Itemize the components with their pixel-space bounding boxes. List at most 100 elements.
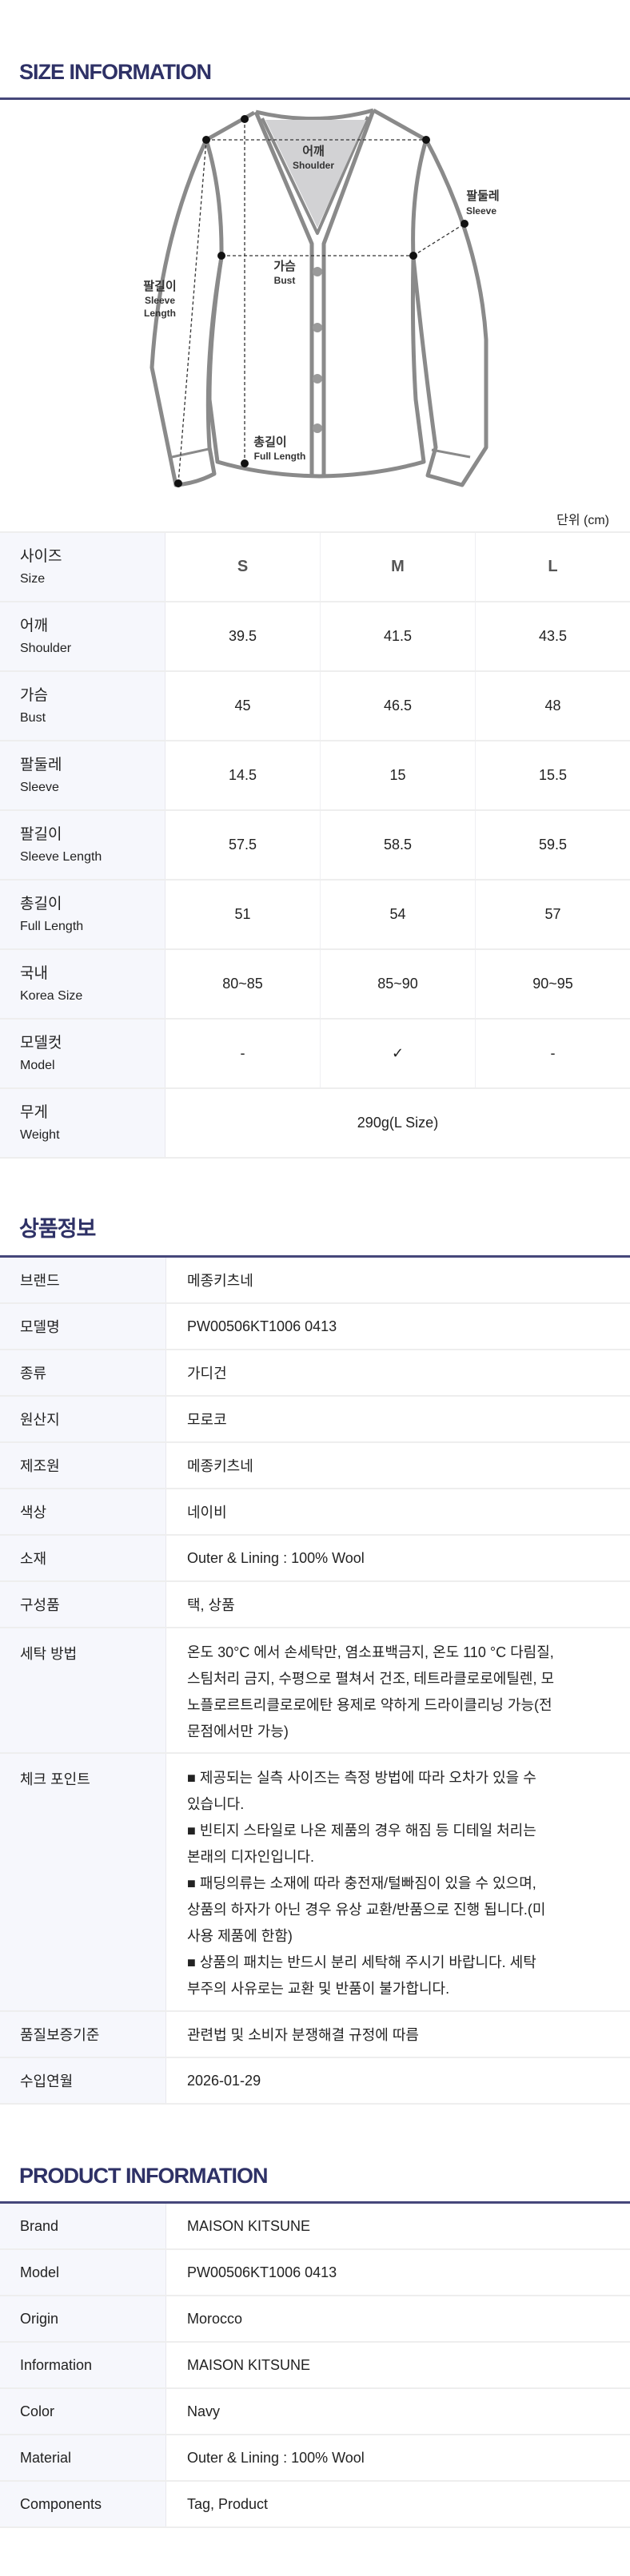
info-value: Outer & Lining : 100% Wool: [187, 2449, 365, 2466]
text-line: ■ 제공되는 실측 사이즈는 측정 방법에 따라 오차가 있을 수: [187, 1770, 536, 1786]
text-line: ■ 상품의 패치는 반드시 분리 세탁해 주시기 바랍니다. 세탁: [187, 1954, 536, 1970]
label-en: Size: [20, 571, 46, 586]
size-row-shoulder: 어깨 Shoulder 39.5 41.5 43.5: [0, 602, 630, 672]
info-row: 품질보증기준 관련법 및 소비자 분쟁해결 규정에 따름: [0, 2012, 630, 2058]
row-label: 무게 Weight: [0, 1089, 165, 1157]
info-label: 모델명: [0, 1304, 166, 1349]
size-table: 사이즈 Size S M L 어깨 Shoulder 39.5 41.5 43.5 …: [0, 531, 630, 1159]
label-ko: 팔둘레: [20, 756, 62, 773]
info-label: 품질보증기준: [0, 2012, 166, 2057]
info-row: 브랜드 메종키츠네: [0, 1258, 630, 1304]
info-label: 브랜드: [0, 1258, 166, 1302]
wash-instructions: 온도 30°C 에서 손세탁만, 염소표백금지, 온도 110 °C 다림질, …: [166, 1628, 630, 1752]
cell: 90~95: [532, 976, 573, 992]
info-label: 제조원: [0, 1443, 166, 1488]
label-shoulder-en: Shoulder: [293, 160, 334, 171]
label-sleeve-en: Sleeve: [466, 205, 496, 217]
size-section-title: SIZE INFORMATION: [19, 60, 212, 84]
info-label: Model: [0, 2250, 166, 2295]
label-en: Weight: [20, 1127, 60, 1142]
label-ko: 가슴: [20, 686, 48, 704]
label-en: Bust: [20, 710, 46, 725]
cell: 46.5: [321, 672, 476, 740]
label-bust-en: Bust: [274, 275, 296, 286]
size-row-sleeve: 팔둘레 Sleeve 14.5 15 15.5: [0, 741, 630, 811]
en-info-table: Brand MAISON KITSUNE Model PW00506KT1006 0…: [0, 2204, 630, 2528]
info-row: Information MAISON KITSUNE: [0, 2343, 630, 2389]
size-s: S: [165, 533, 321, 601]
cardigan-illustration: 어깨 Shoulder 팔둘레 Sleeve 가슴 Bust 팔길이 Sleev…: [143, 108, 500, 487]
info-value: Tag, Product: [187, 2495, 269, 2512]
row-label: 어깨 Shoulder: [0, 602, 165, 670]
label-en: Model: [20, 1058, 55, 1072]
check-point-row: 체크 포인트 ■ 제공되는 실측 사이즈는 측정 방법에 따라 오차가 있을 수…: [0, 1754, 630, 2012]
label-ko: 국내: [20, 964, 48, 982]
text-line: 문점에서만 가능): [187, 1723, 289, 1739]
weight-value: 290g(L Size): [357, 1115, 439, 1131]
info-row: 원산지 모로코: [0, 1397, 630, 1443]
row-label: 국내 Korea Size: [0, 950, 165, 1018]
cardigan-diagram: 어깨 Shoulder 팔둘레 Sleeve 가슴 Bust 팔길이 Sleev…: [0, 100, 630, 531]
info-label: 수입연월: [0, 2058, 166, 2103]
label-sleeve-length-en1: Sleeve: [145, 295, 175, 306]
label-en: Korea Size: [20, 988, 83, 1003]
row-label: 사이즈 Size: [0, 533, 165, 601]
info-value: MAISON KITSUNE: [187, 2356, 311, 2373]
info-label: 원산지: [0, 1397, 166, 1441]
info-value: 택, 상품: [187, 1597, 235, 1613]
cell: 85~90: [321, 950, 476, 1018]
measure-lines: [177, 119, 465, 484]
ko-info-table: 브랜드 메종키츠네 모델명 PW00506KT1006 0413 종류 가디건 원산지…: [0, 1258, 630, 2105]
info-value: PW00506KT1006 0413: [187, 1318, 337, 1334]
info-value: Navy: [187, 2403, 221, 2419]
info-row: 종류 가디건: [0, 1350, 630, 1397]
info-value: 네이비: [187, 1505, 227, 1521]
cell: 43.5: [538, 628, 568, 644]
size-row-weight: 무게 Weight 290g(L Size): [0, 1089, 630, 1159]
info-row: Components Tag, Product: [0, 2482, 630, 2528]
label-en: Sleeve: [20, 780, 59, 794]
ko-info-header: 상품정보: [0, 1159, 630, 1258]
wash-row: 세탁 방법 온도 30°C 에서 손세탁만, 염소표백금지, 온도 110 °C…: [0, 1628, 630, 1754]
info-value: 가디건: [187, 1366, 227, 1381]
text-line: 스팀처리 금지, 수평으로 펼쳐서 건조, 테트라클로로에틸렌, 모: [187, 1671, 555, 1687]
cell: 54: [321, 881, 476, 948]
cell: 57.5: [165, 811, 321, 879]
info-value: 메종키츠네: [187, 1458, 253, 1474]
text-line: 노플로르트리클로로에탄 용제로 약하게 드라이클리닝 가능(전: [187, 1697, 552, 1713]
info-row: 수입연월 2026-01-29: [0, 2058, 630, 2105]
info-row: 제조원 메종키츠네: [0, 1443, 630, 1489]
label-ko: 어깨: [20, 617, 48, 634]
label-ko: 총길이: [20, 895, 62, 912]
info-row: Origin Morocco: [0, 2296, 630, 2343]
label-ko: 팔길이: [20, 825, 62, 843]
label-sleeve-length-ko: 팔길이: [143, 279, 176, 293]
label-ko: 사이즈: [20, 547, 62, 565]
info-row: 모델명 PW00506KT1006 0413: [0, 1304, 630, 1350]
size-section-header: SIZE INFORMATION: [0, 0, 630, 100]
text-line: 있습니다.: [187, 1796, 245, 1812]
label-ko: 모델컷: [20, 1034, 62, 1051]
info-row: Model PW00506KT1006 0413: [0, 2250, 630, 2296]
buttons: [313, 267, 322, 433]
info-row: 소재 Outer & Lining : 100% Wool: [0, 1536, 630, 1582]
cell: 51: [165, 881, 321, 948]
size-row-size: 사이즈 Size S M L: [0, 533, 630, 602]
info-row: 색상 네이비: [0, 1489, 630, 1536]
text-line: 상품의 하자가 아닌 경우 유상 교환/반품으로 진행 됩니다.(미: [187, 1902, 546, 1918]
row-label: 팔둘레 Sleeve: [0, 741, 165, 809]
info-value: MAISON KITSUNE: [187, 2217, 311, 2234]
info-value: 모로코: [187, 1412, 227, 1428]
size-row-model: 모델컷 Model - ✓ -: [0, 1020, 630, 1089]
check-points: ■ 제공되는 실측 사이즈는 측정 방법에 따라 오차가 있을 수 있습니다. …: [166, 1754, 630, 2010]
info-row: 구성품 택, 상품: [0, 1582, 630, 1628]
cell: 59.5: [538, 837, 568, 853]
text-line: ■ 패딩의류는 소재에 따라 충전재/털빠짐이 있을 수 있으며,: [187, 1875, 536, 1891]
en-info-title: PRODUCT INFORMATION: [19, 2164, 268, 2188]
info-value: 관련법 및 소비자 분쟁해결 규정에 따름: [187, 2027, 419, 2043]
unit-label: 단위 (cm): [556, 514, 609, 527]
label-ko: 무게: [20, 1103, 48, 1121]
cell: 14.5: [165, 741, 321, 809]
info-value: Outer & Lining : 100% Wool: [187, 1549, 365, 1566]
text-line: ■ 빈티지 스타일로 나온 제품의 경우 해짐 등 디테일 처리는: [187, 1823, 536, 1839]
